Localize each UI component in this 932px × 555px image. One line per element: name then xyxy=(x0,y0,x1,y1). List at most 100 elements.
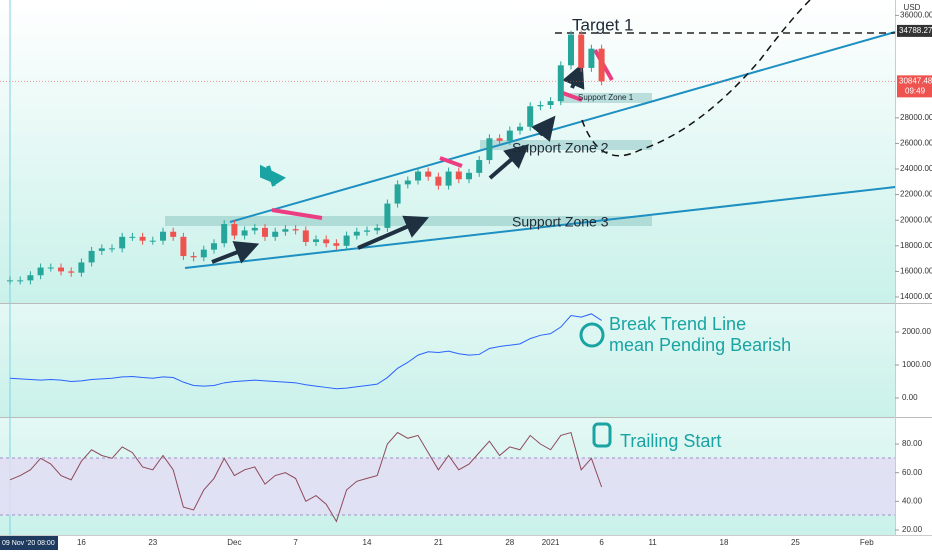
plane-icon xyxy=(260,164,286,187)
hand-icon xyxy=(592,422,612,448)
x-tick-label: 23 xyxy=(148,538,157,547)
last-price-box xyxy=(897,75,932,98)
candle xyxy=(190,256,197,258)
candle xyxy=(88,250,95,263)
candle xyxy=(353,231,360,236)
y-tick-label: 14000.00 xyxy=(900,292,932,301)
candle xyxy=(578,34,585,68)
candle xyxy=(557,65,564,102)
candle xyxy=(547,101,554,105)
y-tick-label: 60.00 xyxy=(902,468,923,477)
macd-pane xyxy=(0,304,895,417)
price-pane xyxy=(0,0,895,303)
x-tick-label: 09 Nov '20 08:00 xyxy=(2,540,55,547)
candle xyxy=(588,48,595,68)
candle xyxy=(47,267,54,269)
x-tick-label: Dec xyxy=(227,538,241,547)
candle xyxy=(364,230,370,232)
y-tick-label: 1000.00 xyxy=(902,360,931,369)
candle xyxy=(139,236,146,241)
rsi-band xyxy=(0,458,895,515)
candle xyxy=(200,249,207,258)
candle xyxy=(333,243,340,246)
trend-line-upper xyxy=(229,31,896,223)
candle xyxy=(129,236,136,238)
arrows xyxy=(211,62,585,264)
x-tick-label: 21 xyxy=(434,538,443,547)
trailing-label: Trailing Start xyxy=(620,431,721,451)
y-tick-label: 28000.00 xyxy=(900,113,932,122)
candle xyxy=(527,106,534,127)
candle xyxy=(455,171,462,180)
break-label: Break Trend Line xyxy=(609,314,746,334)
rsi-line xyxy=(9,431,603,523)
candle xyxy=(262,227,268,237)
candle xyxy=(292,229,299,231)
candle xyxy=(58,267,64,272)
x-tick-label: Feb xyxy=(860,538,874,547)
candle xyxy=(211,243,217,250)
x-tick-label: 6 xyxy=(599,538,604,547)
countdown: 09:49 xyxy=(905,86,926,95)
x-tick-label: 25 xyxy=(791,538,800,547)
candle xyxy=(598,48,605,82)
candle xyxy=(231,224,238,236)
x-tick-label: 14 xyxy=(363,538,372,547)
candle xyxy=(394,184,401,204)
y-tick-label: 80.00 xyxy=(902,439,923,448)
candle xyxy=(149,240,156,242)
y-tick-label: 26000.00 xyxy=(900,139,932,148)
break-label-2: mean Pending Bearish xyxy=(609,335,791,355)
candle xyxy=(282,229,289,232)
candle xyxy=(160,231,166,241)
candle xyxy=(425,171,432,177)
candle xyxy=(180,236,187,257)
x-tick-label: 11 xyxy=(648,538,657,547)
candle xyxy=(119,236,126,249)
candle xyxy=(302,230,309,242)
candle xyxy=(98,248,105,251)
candle xyxy=(251,227,258,231)
candle xyxy=(221,224,228,244)
y-tick-label: 20000.00 xyxy=(900,215,932,224)
high-label: 34788.27 xyxy=(899,26,932,35)
candle xyxy=(435,176,442,186)
candle xyxy=(37,267,44,276)
candle xyxy=(384,203,391,228)
y-tick-label: 24000.00 xyxy=(900,164,932,173)
candle xyxy=(323,239,330,244)
candle xyxy=(496,138,503,141)
y-tick-label: 20.00 xyxy=(902,525,923,534)
candle xyxy=(17,280,24,282)
last-price-label: 30847.48 xyxy=(899,76,932,85)
y-tick-label: 18000.00 xyxy=(900,241,932,250)
y-tick-label: 22000.00 xyxy=(900,190,932,199)
macd-line xyxy=(9,313,602,390)
candle xyxy=(506,130,513,141)
support-zone-2 xyxy=(480,140,652,150)
candle xyxy=(486,138,493,161)
candle xyxy=(466,172,472,180)
candle xyxy=(568,34,574,66)
candle xyxy=(343,235,350,246)
x-tick-label: 7 xyxy=(293,538,298,547)
y-tick-label: 2000.00 xyxy=(902,327,931,336)
candle xyxy=(537,105,544,107)
time-cursor-box xyxy=(0,536,58,550)
candle xyxy=(109,248,115,250)
candle xyxy=(170,231,177,237)
candle xyxy=(313,239,319,242)
target-icon xyxy=(579,322,605,348)
x-tick-label: 18 xyxy=(720,538,729,547)
zone2-label: Support Zone 2 xyxy=(512,140,609,156)
candle xyxy=(517,126,523,131)
x-tick-label: 28 xyxy=(505,538,514,547)
candle xyxy=(78,262,85,273)
candle xyxy=(445,171,452,186)
trend-line-lower xyxy=(184,186,896,269)
candle xyxy=(241,230,248,236)
candle xyxy=(415,171,421,181)
candle xyxy=(374,227,381,231)
